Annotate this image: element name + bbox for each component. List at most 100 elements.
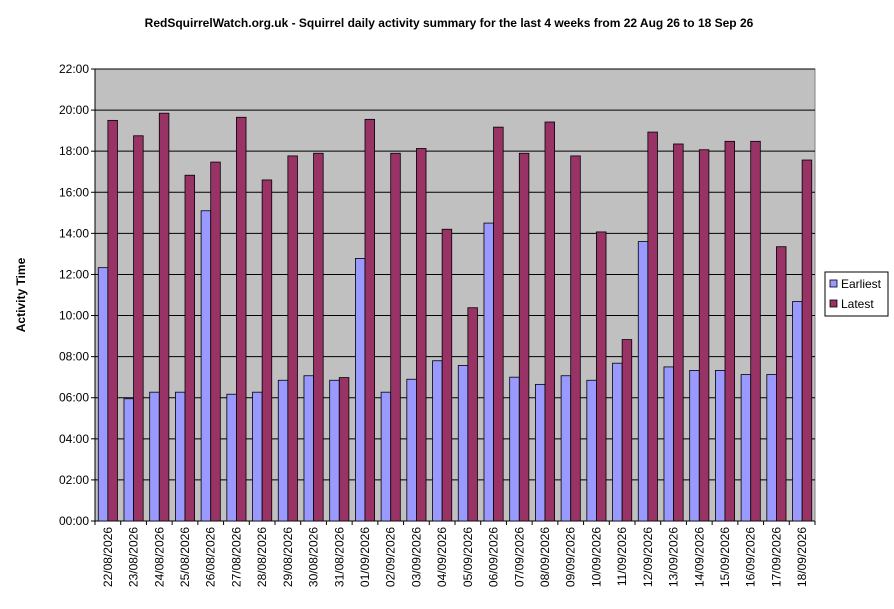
bar-earliest-19 bbox=[586, 379, 597, 522]
bar-earliest-16 bbox=[509, 376, 520, 522]
legend-swatch-earliest bbox=[829, 279, 838, 288]
bar-latest-19 bbox=[596, 231, 607, 522]
bar-earliest-5 bbox=[226, 393, 237, 522]
x-axis-ticks: 22/08/2026 23/08/2026 24/08/2026 25/08/2026… bbox=[94, 521, 816, 587]
bar-latest-15 bbox=[493, 126, 504, 522]
x-tick-label: 15/09/2026 bbox=[718, 527, 732, 587]
bar-earliest-20 bbox=[612, 362, 623, 522]
x-tick-label: 05/09/2026 bbox=[461, 527, 475, 587]
bar-latest-26 bbox=[776, 246, 787, 522]
bar-earliest-0 bbox=[97, 267, 109, 522]
legend-label-earliest: Earliest bbox=[841, 277, 882, 291]
bar-earliest-26 bbox=[766, 374, 777, 522]
y-tick-label: 16:00 bbox=[59, 185, 89, 199]
bar-earliest-25 bbox=[740, 374, 752, 522]
bar-earliest-17 bbox=[535, 383, 546, 522]
bar-latest-18 bbox=[570, 155, 581, 522]
x-tick-label: 16/09/2026 bbox=[744, 527, 758, 587]
x-tick-label: 13/09/2026 bbox=[667, 527, 681, 587]
bar-latest-27 bbox=[801, 159, 813, 522]
bar-earliest-13 bbox=[432, 360, 443, 522]
x-tick-label: 31/08/2026 bbox=[332, 527, 346, 587]
x-tick-label: 25/08/2026 bbox=[178, 527, 192, 587]
y-axis-ticks: 00:00 02:00 04:00 06:00 08:00 10:00 12:00 14:00… bbox=[59, 62, 95, 528]
bar-latest-0 bbox=[107, 119, 118, 522]
bar-earliest-15 bbox=[483, 222, 494, 522]
bar-earliest-7 bbox=[277, 379, 289, 522]
bar-earliest-12 bbox=[406, 378, 417, 522]
bar-latest-22 bbox=[673, 143, 684, 522]
bar-latest-10 bbox=[364, 118, 376, 522]
x-tick-label: 12/09/2026 bbox=[641, 527, 655, 587]
x-tick-label: 22/08/2026 bbox=[101, 527, 115, 587]
x-tick-label: 23/08/2026 bbox=[127, 527, 141, 587]
x-tick-label: 27/08/2026 bbox=[229, 527, 243, 587]
legend: Earliest Latest bbox=[824, 271, 889, 317]
bars bbox=[97, 112, 813, 522]
bar-latest-3 bbox=[184, 174, 196, 522]
bar-earliest-2 bbox=[149, 391, 160, 522]
x-tick-label: 10/09/2026 bbox=[589, 527, 603, 587]
bar-latest-9 bbox=[338, 377, 350, 522]
x-tick-label: 04/09/2026 bbox=[435, 527, 449, 587]
bar-earliest-11 bbox=[380, 391, 392, 522]
bar-latest-6 bbox=[261, 179, 273, 522]
legend-box bbox=[824, 271, 889, 317]
y-tick-label: 22:00 bbox=[59, 62, 89, 76]
bar-latest-1 bbox=[133, 135, 144, 522]
x-tick-label: 08/09/2026 bbox=[538, 527, 552, 587]
bar-latest-5 bbox=[236, 116, 247, 522]
y-tick-label: 18:00 bbox=[59, 144, 89, 158]
y-tick-label: 06:00 bbox=[59, 391, 89, 405]
bar-earliest-1 bbox=[123, 398, 134, 522]
y-tick-label: 10:00 bbox=[59, 309, 89, 323]
y-tick-label: 08:00 bbox=[59, 350, 89, 364]
bar-latest-16 bbox=[518, 152, 530, 522]
y-tick-label: 04:00 bbox=[59, 432, 89, 446]
bar-earliest-22 bbox=[663, 366, 674, 522]
bar-latest-4 bbox=[210, 161, 221, 522]
x-tick-label: 28/08/2026 bbox=[255, 527, 269, 587]
x-tick-label: 29/08/2026 bbox=[281, 527, 295, 587]
bar-latest-2 bbox=[158, 112, 170, 522]
y-tick-label: 00:00 bbox=[59, 514, 89, 528]
bar-earliest-10 bbox=[354, 258, 366, 522]
bar-latest-21 bbox=[647, 131, 658, 522]
bar-latest-24 bbox=[724, 140, 736, 522]
bar-earliest-24 bbox=[715, 369, 726, 522]
bar-earliest-14 bbox=[457, 365, 469, 522]
bar-earliest-3 bbox=[174, 391, 186, 522]
bar-earliest-6 bbox=[252, 391, 263, 522]
bar-latest-17 bbox=[544, 121, 556, 522]
y-tick-label: 02:00 bbox=[59, 473, 89, 487]
bar-earliest-8 bbox=[303, 375, 314, 522]
bar-latest-8 bbox=[313, 152, 324, 522]
x-tick-label: 24/08/2026 bbox=[152, 527, 166, 587]
bar-earliest-9 bbox=[329, 379, 340, 522]
y-tick-label: 12:00 bbox=[59, 267, 89, 281]
y-axis-label: Activity Time bbox=[14, 257, 28, 332]
x-tick-label: 02/09/2026 bbox=[384, 527, 398, 587]
bar-earliest-4 bbox=[200, 210, 212, 522]
bar-latest-7 bbox=[287, 155, 298, 522]
bar-earliest-23 bbox=[689, 369, 700, 522]
x-tick-label: 26/08/2026 bbox=[204, 527, 218, 587]
y-tick-label: 20:00 bbox=[59, 103, 89, 117]
x-tick-label: 03/09/2026 bbox=[409, 527, 423, 587]
x-tick-label: 11/09/2026 bbox=[615, 527, 629, 586]
chart-title: RedSquirrelWatch.org.uk - Squirrel daily… bbox=[145, 16, 754, 30]
legend-label-latest: Latest bbox=[841, 297, 874, 311]
bar-latest-13 bbox=[441, 228, 453, 522]
x-tick-label: 14/09/2026 bbox=[692, 527, 706, 587]
bar-earliest-21 bbox=[637, 241, 649, 522]
x-tick-label: 01/09/2026 bbox=[358, 527, 372, 587]
y-tick-label: 14:00 bbox=[59, 226, 89, 240]
bar-earliest-18 bbox=[560, 375, 572, 522]
bar-latest-20 bbox=[621, 339, 633, 522]
bar-earliest-27 bbox=[792, 301, 803, 522]
x-tick-label: 09/09/2026 bbox=[564, 527, 578, 587]
x-tick-label: 18/09/2026 bbox=[795, 527, 809, 587]
bar-latest-25 bbox=[750, 140, 761, 522]
x-tick-label: 17/09/2026 bbox=[769, 527, 783, 587]
